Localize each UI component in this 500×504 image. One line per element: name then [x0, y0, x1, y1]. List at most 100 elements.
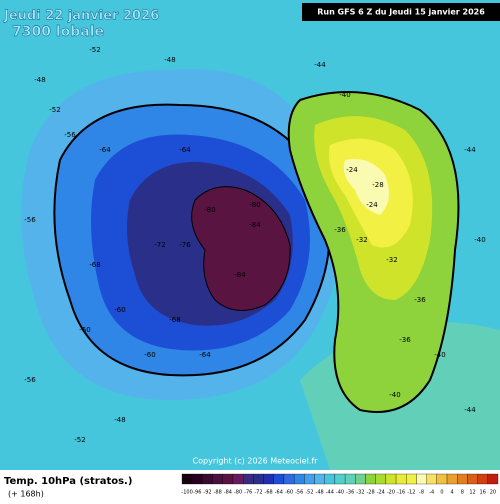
contour-label: -32 [386, 256, 397, 264]
colorbar-label: 4 [451, 490, 454, 496]
contour-label: -64 [99, 146, 111, 154]
colorbar-label: -72 [254, 490, 262, 496]
colorbar: -100 -96 -92 -88 -84 -80 -76 -72 -68 -64 -60 -56 -52… [181, 473, 499, 496]
colorbar-swatch [344, 473, 356, 485]
colorbar-label: -16 [397, 490, 405, 496]
colorbar-label: -52 [305, 490, 313, 496]
contour-label: -48 [34, 76, 45, 84]
contour-label: -56 [24, 216, 36, 224]
colorbar-swatch [416, 473, 427, 485]
contour-label: -72 [154, 241, 165, 249]
contour-label: -44 [464, 146, 476, 154]
colorbar-swatch [181, 473, 193, 485]
contour-label: -32 [356, 236, 367, 244]
contour-label: -60 [144, 351, 155, 359]
colorbar-label: -24 [377, 490, 385, 496]
colorbar-swatch [395, 473, 407, 485]
contour-label: -40 [474, 236, 485, 244]
colorbar-swatch [436, 473, 448, 485]
vortex-center [191, 186, 291, 311]
colorbar-swatch [253, 473, 264, 485]
colorbar-swatch [446, 473, 458, 485]
valid-date: Jeudi 22 janvier 2026 [3, 9, 159, 24]
colorbar-label: -12 [407, 490, 415, 496]
colorbar-swatch [385, 473, 397, 485]
contour-label: -80 [249, 201, 260, 209]
colorbar-swatch [355, 473, 366, 485]
contour-label: -76 [179, 241, 191, 249]
colorbar-label: -100 [181, 490, 192, 496]
warm-peak [343, 159, 389, 215]
colorbar-label: 12 [469, 490, 475, 496]
colorbar-label: -4 [429, 490, 434, 496]
colorbar-swatch [406, 473, 417, 485]
colorbar-label: -76 [244, 490, 252, 496]
contour-label: -44 [314, 61, 326, 69]
colorbar-label: 16 [480, 490, 486, 496]
contour-label: -84 [249, 221, 261, 229]
copyright: Copyright (c) 2026 Meteociel.fr [193, 457, 319, 466]
colorbar-label: -28 [366, 490, 374, 496]
contour-label: -40 [339, 91, 350, 99]
contour-label: -48 [114, 416, 125, 424]
colorbar-swatch [222, 473, 234, 485]
contour-label: -24 [346, 166, 358, 174]
contour-label: -60 [114, 306, 125, 314]
colorbar-swatch [375, 473, 387, 485]
colorbar-swatch [283, 473, 295, 485]
colorbar-swatch [324, 473, 336, 485]
colorbar-swatch [232, 473, 244, 485]
valid-time: 7300 lobale [12, 24, 104, 40]
colorbar-swatch [192, 473, 203, 485]
colorbar-swatch [304, 473, 315, 485]
colorbar-label: -80 [234, 490, 242, 496]
contour-label: -80 [204, 206, 215, 214]
colorbar-label: -84 [224, 490, 232, 496]
colorbar-label: -88 [214, 490, 222, 496]
contour-label: -68 [89, 261, 100, 269]
contour-label: -40 [389, 391, 400, 399]
contour-label: -84 [234, 271, 246, 279]
contour-label: -48 [164, 56, 175, 64]
contour-label: -64 [199, 351, 211, 359]
colorbar-label: -40 [336, 490, 344, 496]
colorbar-label: -32 [356, 490, 364, 496]
contour-label: -52 [49, 106, 60, 114]
run-box [302, 3, 500, 21]
contour-label: -64 [179, 146, 191, 154]
colorbar-swatch [212, 473, 223, 485]
colorbar-label: 8 [461, 490, 464, 496]
colorbar-label: -96 [193, 490, 201, 496]
contour-label: -56 [64, 131, 76, 139]
contour-label: -60 [79, 326, 90, 334]
colorbar-swatch [263, 473, 274, 485]
colorbar-label: -8 [419, 490, 424, 496]
colorbar-label: -44 [326, 490, 334, 496]
contour-label: -40 [434, 351, 445, 359]
contour-label: -36 [414, 296, 426, 304]
colorbar-label: 20 [490, 490, 496, 496]
map: -80 -84 -84 -80 -76 -72 -64 -64 -68 -60 -56 -52 -48 -… [0, 0, 500, 470]
colorbar-label: -92 [203, 490, 211, 496]
footer-lead: (+ 168h) [8, 490, 44, 499]
colorbar-swatch [273, 473, 285, 485]
contour-label: -44 [464, 406, 476, 414]
colorbar-label: -36 [346, 490, 354, 496]
contour-label: -52 [89, 46, 100, 54]
colorbar-swatch [477, 473, 488, 485]
contour-label: -36 [399, 336, 411, 344]
colorbar-label: -68 [265, 490, 273, 496]
contour-label: -24 [366, 201, 378, 209]
colorbar-swatch [487, 473, 499, 485]
colorbar-swatch [202, 473, 213, 485]
contour-label: -68 [169, 316, 180, 324]
contour-label: -36 [334, 226, 346, 234]
colorbar-label: -48 [316, 490, 324, 496]
colorbar-swatch [365, 473, 376, 485]
contour-label: -52 [74, 436, 85, 444]
footer-title: Temp. 10hPa (stratos.) [4, 476, 132, 487]
colorbar-swatch [314, 473, 325, 485]
run-info: Run GFS 6 Z du Jeudi 15 janvier 2026 [317, 8, 485, 17]
colorbar-label: -64 [275, 490, 283, 496]
